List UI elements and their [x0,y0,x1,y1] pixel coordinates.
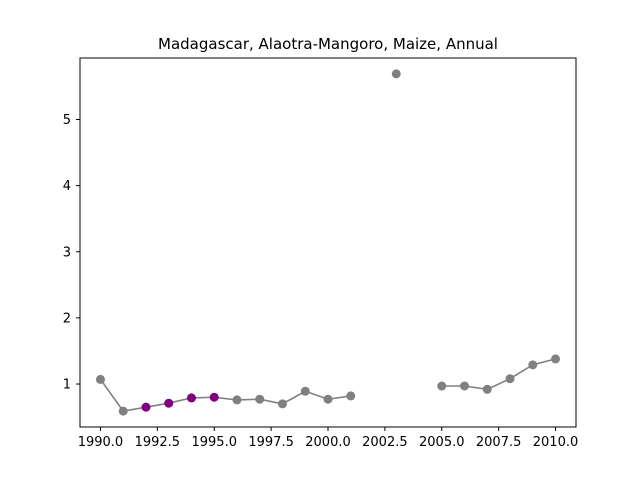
data-point [505,374,515,384]
series-line-segment-3 [441,358,556,391]
x-tick-label: 2007.5 [476,435,522,450]
x-tick-label: 2010.0 [533,435,579,450]
data-point [391,69,401,79]
data-point [278,399,287,409]
data-point [300,386,310,396]
data-point [255,394,265,404]
y-tick-label: 4 [63,179,71,194]
data-point [528,360,538,370]
plot-area [95,69,561,416]
chart-title: Madagascar, Alaotra-Mangoro, Maize, Annu… [158,35,498,53]
axes: 1990.0 1992.5 1995.0 1997.5 2000.0 2002.5 2005… [63,113,579,450]
data-point [551,354,561,364]
x-tick-label: 1995.0 [191,435,237,450]
x-tick-label: 1990.0 [78,435,124,450]
x-tick-label: 2000.0 [305,435,351,450]
data-point [323,394,333,404]
y-tick-label: 2 [63,311,71,326]
data-point [482,384,492,394]
highlighted-data-point [209,392,219,402]
y-tick-label: 1 [63,378,71,393]
x-tick-label: 2002.5 [362,435,408,450]
y-tick-label: 5 [63,113,71,128]
x-tick-label: 1997.5 [248,435,294,450]
data-point [346,391,356,401]
data-point [437,381,447,391]
highlighted-data-point [141,402,151,412]
data-point [232,395,242,405]
y-tick-label: 3 [63,245,71,260]
x-tick-label: 2005.0 [419,435,465,450]
data-point [95,374,105,384]
highlighted-data-point [186,393,196,403]
x-tick-label: 1992.5 [135,435,181,450]
data-point [118,406,128,416]
data-point [460,381,470,391]
series-line-segment-1 [99,378,351,413]
highlighted-data-point [164,398,174,408]
plot-frame [79,57,577,428]
